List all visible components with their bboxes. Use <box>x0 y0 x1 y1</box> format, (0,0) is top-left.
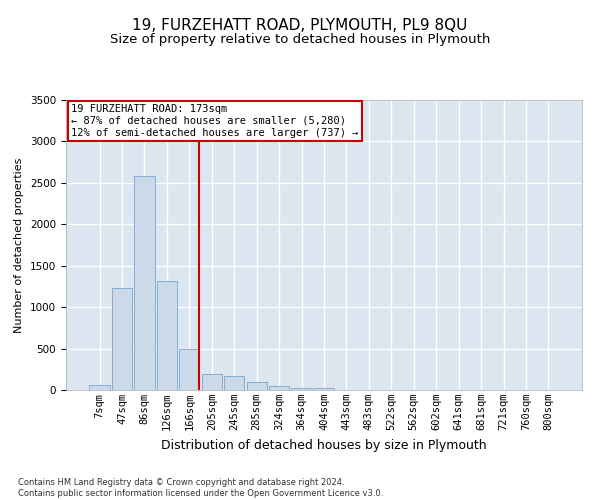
Bar <box>134 176 155 390</box>
Bar <box>112 288 132 390</box>
Bar <box>247 382 267 390</box>
Bar <box>269 386 289 390</box>
Bar <box>179 350 199 390</box>
Bar <box>292 388 311 390</box>
X-axis label: Distribution of detached houses by size in Plymouth: Distribution of detached houses by size … <box>161 438 487 452</box>
Text: Contains HM Land Registry data © Crown copyright and database right 2024.
Contai: Contains HM Land Registry data © Crown c… <box>18 478 383 498</box>
Text: 19 FURZEHATT ROAD: 173sqm
← 87% of detached houses are smaller (5,280)
12% of se: 19 FURZEHATT ROAD: 173sqm ← 87% of detac… <box>71 104 359 138</box>
Bar <box>202 374 222 390</box>
Bar <box>157 280 177 390</box>
Bar <box>224 376 244 390</box>
Text: 19, FURZEHATT ROAD, PLYMOUTH, PL9 8QU: 19, FURZEHATT ROAD, PLYMOUTH, PL9 8QU <box>133 18 467 32</box>
Text: Size of property relative to detached houses in Plymouth: Size of property relative to detached ho… <box>110 32 490 46</box>
Bar <box>314 388 334 390</box>
Bar <box>89 386 110 390</box>
Y-axis label: Number of detached properties: Number of detached properties <box>14 158 25 332</box>
